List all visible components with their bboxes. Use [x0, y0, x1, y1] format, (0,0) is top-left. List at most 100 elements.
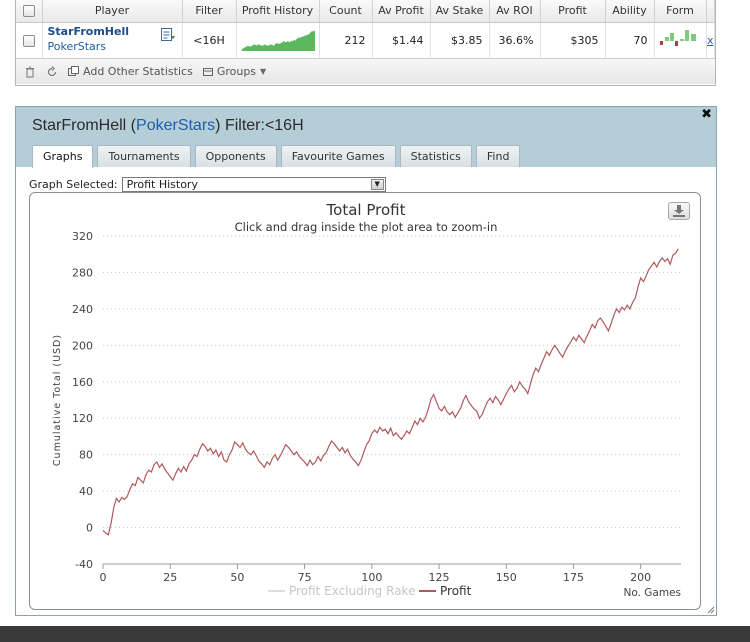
player-site-link[interactable]: PokerStars — [47, 40, 107, 54]
chart-title: Total Profit — [326, 201, 406, 219]
column-header-av-stake[interactable]: Av Stake — [430, 0, 490, 23]
y-tick-label: -40 — [75, 558, 93, 571]
player-stats-table-panel: Player Filter Profit History Count Av Pr… — [15, 0, 716, 86]
tab-find[interactable]: Find — [475, 145, 521, 167]
bottom-bar — [0, 626, 750, 642]
graph-select-value: Profit History — [126, 178, 198, 191]
tab-statistics[interactable]: Statistics — [399, 145, 472, 167]
column-header-av-roi[interactable]: Av ROI — [489, 0, 541, 23]
column-header-player[interactable]: Player — [42, 0, 183, 23]
x-tick-label: 25 — [163, 571, 177, 584]
player-panel-title: StarFromHell (PokerStars) Filter:<16H — [32, 117, 304, 134]
filter-cell: <16H — [182, 22, 237, 58]
x-tick-label: 0 — [100, 571, 107, 584]
select-all-checkbox[interactable] — [22, 5, 35, 18]
x-tick-label: 200 — [630, 571, 651, 584]
y-tick-label: 80 — [79, 449, 93, 462]
column-header-ability[interactable]: Ability — [605, 0, 655, 23]
column-header-profit-history[interactable]: Profit History — [236, 0, 320, 23]
row-checkbox[interactable] — [22, 34, 35, 47]
chart-subtitle: Click and drag inside the plot area to z… — [235, 220, 498, 234]
form-bar — [665, 37, 669, 42]
form-bar — [660, 41, 663, 46]
tab-favourite-games[interactable]: Favourite Games — [280, 145, 396, 167]
graph-selected-label: Graph Selected: — [29, 178, 118, 191]
form-bar — [685, 30, 689, 42]
form-bar — [680, 39, 684, 42]
x-tick-label: 75 — [298, 571, 312, 584]
av-profit-cell: $1.44 — [372, 22, 431, 58]
x-axis-label: No. Games — [624, 587, 682, 599]
x-tick-label: 125 — [429, 571, 450, 584]
y-tick-label: 40 — [79, 485, 93, 498]
profit-history-sparkline[interactable] — [240, 29, 315, 52]
legend-label-profit-excluding-rake: Profit Excluding Rake — [289, 584, 415, 598]
form-bar — [670, 33, 674, 42]
add-columns-icon — [68, 66, 79, 76]
download-icon — [673, 205, 685, 217]
notes-icon[interactable] — [160, 27, 176, 43]
row-select-cell[interactable] — [16, 22, 43, 58]
download-chart-button[interactable] — [668, 202, 690, 220]
count-cell: 212 — [319, 22, 373, 58]
player-stats-table: Player Filter Profit History Count Av Pr… — [16, 0, 715, 58]
close-icon[interactable]: ✖ — [701, 107, 712, 122]
panel-tabs: Graphs Tournaments Opponents Favourite G… — [32, 145, 521, 168]
select-all-header[interactable] — [16, 0, 43, 23]
player-cell: StarFromHell PokerStars — [42, 22, 183, 58]
graph-selector-row: Graph Selected: Profit History ▼ — [29, 177, 386, 192]
trash-icon[interactable] — [24, 66, 36, 78]
tab-graphs[interactable]: Graphs — [32, 145, 94, 168]
player-panel-header: StarFromHell (PokerStars) Filter:<16H ✖ … — [16, 107, 716, 168]
profit-chart-container[interactable]: Total Profit Click and drag inside the pl… — [29, 192, 701, 610]
y-tick-label: 0 — [86, 522, 93, 535]
y-tick-label: 320 — [72, 230, 93, 243]
add-other-statistics-button[interactable]: Add Other Statistics — [68, 65, 193, 78]
y-tick-label: 280 — [72, 266, 93, 279]
remove-cell: x — [706, 22, 715, 58]
add-other-statistics-label: Add Other Statistics — [83, 65, 193, 78]
column-header-form[interactable]: Form — [654, 0, 707, 23]
tab-tournaments[interactable]: Tournaments — [97, 145, 191, 167]
column-header-count[interactable]: Count — [319, 0, 373, 23]
form-cell — [654, 22, 707, 58]
graph-select-dropdown[interactable]: Profit History ▼ — [121, 177, 386, 192]
groups-icon — [202, 67, 213, 76]
legend-label-profit: Profit — [440, 584, 472, 598]
x-tick-label: 100 — [361, 571, 382, 584]
resize-grip-icon[interactable] — [707, 606, 715, 614]
chevron-down-icon: ▼ — [260, 67, 267, 76]
panel-title-filter: Filter:<16H — [224, 117, 304, 134]
form-bar — [675, 41, 678, 47]
player-name-link[interactable]: StarFromHell — [47, 25, 130, 39]
groups-label: Groups — [216, 65, 257, 78]
profit-history-sparkline-cell[interactable] — [236, 22, 320, 58]
tab-opponents[interactable]: Opponents — [194, 145, 277, 167]
table-toolbar: Add Other Statistics Groups ▼ — [16, 58, 715, 84]
av-stake-cell: $3.85 — [430, 22, 490, 58]
y-axis-label: Cumulative Total (USD) — [52, 334, 63, 466]
chevron-down-icon[interactable]: ▼ — [370, 179, 384, 190]
table-row[interactable]: StarFromHell PokerStars <16H 212 $1.44 — [16, 22, 715, 58]
av-roi-cell: 36.6% — [489, 22, 541, 58]
table-header-row: Player Filter Profit History Count Av Pr… — [16, 0, 715, 23]
y-tick-label: 120 — [72, 412, 93, 425]
remove-player-link[interactable]: x — [706, 33, 714, 47]
y-tick-label: 240 — [72, 303, 93, 316]
column-header-av-profit[interactable]: Av Profit — [372, 0, 431, 23]
refresh-icon[interactable] — [46, 65, 58, 78]
panel-title-site-link[interactable]: PokerStars — [136, 117, 216, 134]
column-header-remove — [706, 0, 715, 23]
column-header-filter[interactable]: Filter — [182, 0, 237, 23]
x-tick-label: 150 — [496, 571, 517, 584]
panel-title-player: StarFromHell — [32, 117, 127, 134]
ability-cell: 70 — [605, 22, 655, 58]
player-detail-panel: StarFromHell (PokerStars) Filter:<16H ✖ … — [15, 106, 717, 616]
column-header-profit[interactable]: Profit — [540, 0, 606, 23]
x-tick-label: 175 — [563, 571, 584, 584]
profit-cell: $305 — [540, 22, 606, 58]
groups-dropdown[interactable]: Groups ▼ — [202, 65, 267, 78]
form-bar — [691, 34, 696, 42]
sparkline-area — [240, 30, 315, 52]
